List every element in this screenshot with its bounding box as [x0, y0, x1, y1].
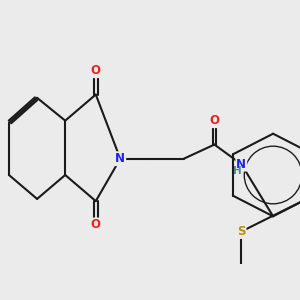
Text: O: O [209, 114, 219, 127]
Text: O: O [91, 64, 101, 77]
Text: N: N [236, 158, 246, 171]
Text: H: H [233, 166, 242, 176]
Text: O: O [91, 218, 101, 232]
Text: N: N [115, 152, 125, 165]
Text: S: S [237, 225, 246, 238]
